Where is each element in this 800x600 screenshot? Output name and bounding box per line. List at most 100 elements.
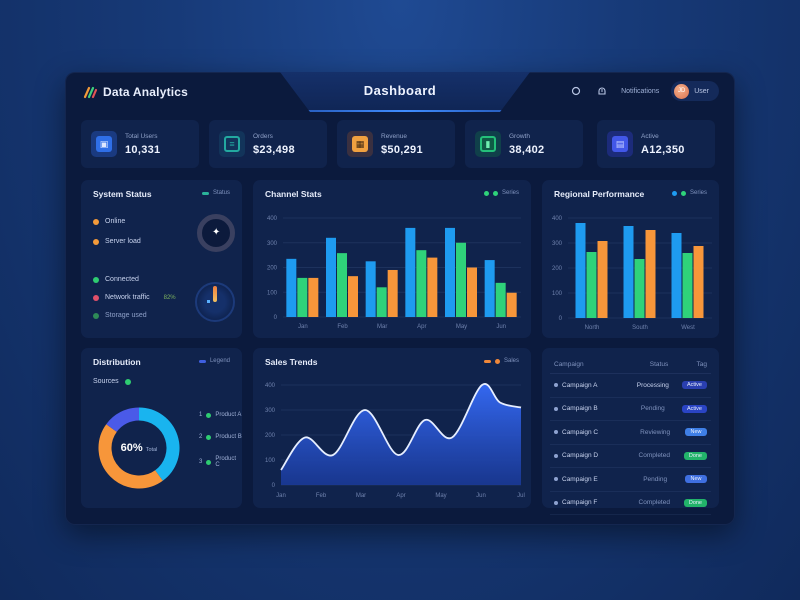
dashboard-icon: ▣ — [91, 131, 117, 157]
bar[interactable] — [416, 250, 427, 317]
x-tick-label: Jan — [276, 493, 286, 499]
status-item[interactable]: Storage used — [93, 312, 147, 319]
bar[interactable] — [506, 292, 517, 317]
user-name: User — [694, 87, 709, 95]
status-panel: System Status Status Online Server load … — [81, 180, 242, 338]
donut-slice[interactable] — [138, 407, 180, 481]
bar[interactable] — [645, 230, 656, 318]
table-row[interactable]: Campaign A Processing Active — [550, 374, 711, 398]
x-tick-label: Apr — [396, 493, 405, 499]
donut-legend-item[interactable]: 3 Product C — [199, 456, 237, 468]
status-badge[interactable]: Done — [683, 498, 707, 507]
bar[interactable] — [495, 282, 506, 317]
x-tick-label: West — [681, 325, 695, 331]
panel-legend: Legend — [198, 358, 230, 364]
kpi-card-orders[interactable]: ≡ Orders $23,498 — [209, 120, 327, 168]
table-row[interactable]: Campaign C Reviewing New — [550, 421, 711, 445]
bar[interactable] — [308, 277, 319, 317]
bar[interactable] — [376, 287, 387, 317]
bar[interactable] — [623, 226, 634, 318]
status-item[interactable]: Connected — [93, 276, 139, 283]
bar[interactable] — [297, 277, 308, 317]
column-header[interactable]: Campaign — [554, 361, 584, 368]
row-bullet-icon — [554, 477, 558, 482]
campaign-tag: New — [685, 475, 711, 484]
bar[interactable] — [427, 257, 438, 317]
campaign-name: Campaign E — [550, 476, 625, 483]
bar[interactable] — [365, 261, 376, 317]
bar[interactable] — [484, 260, 495, 317]
bar[interactable] — [693, 246, 704, 318]
bar[interactable] — [456, 242, 466, 317]
kpi-label: Total Users — [125, 132, 158, 140]
kpi-card-active[interactable]: ▤ Active A12,350 — [597, 120, 715, 168]
bar[interactable] — [445, 227, 455, 317]
status-badge[interactable]: New — [685, 475, 707, 484]
header-actions: Notifications JD User — [569, 81, 719, 101]
chart-icon: ▮ — [475, 131, 501, 157]
area-chart-sales: 0 100 200 300 400 Jan Feb Mar Apr May Jun Jul — [265, 383, 525, 499]
campaign-tag: Done — [683, 451, 711, 460]
bar[interactable] — [597, 241, 608, 318]
donut-legend-item[interactable]: 1 Product A — [199, 412, 242, 418]
donut-slice[interactable] — [98, 424, 163, 489]
status-item[interactable]: Network traffic 82% — [93, 294, 176, 301]
regional-chart-panel: Regional Performance Series 0 100 200 300 40… — [542, 180, 719, 338]
y-tick-label: 300 — [265, 408, 276, 414]
campaign-name: Campaign A — [550, 382, 624, 389]
donut-legend-item[interactable]: 2 Product B — [199, 434, 242, 440]
table-row[interactable]: Campaign E Pending New — [550, 468, 711, 492]
y-tick-label: 0 — [559, 316, 563, 322]
x-tick-label: Mar — [356, 493, 366, 499]
campaign-name: Campaign D — [550, 452, 625, 459]
user-menu[interactable]: JD User — [671, 81, 719, 101]
row-bullet-icon — [554, 500, 558, 505]
bar[interactable] — [405, 227, 416, 317]
header: Data Analytics Dashboard Notifications J… — [65, 72, 735, 112]
status-badge[interactable]: Done — [683, 451, 707, 460]
table-row[interactable]: Campaign D Completed Done — [550, 445, 711, 468]
bar[interactable] — [682, 253, 693, 318]
status-item[interactable]: Server load — [93, 238, 141, 245]
campaign-name: Campaign B — [550, 405, 624, 412]
table-row[interactable]: Campaign B Pending Active — [550, 398, 711, 421]
donut-slice[interactable] — [106, 407, 140, 433]
x-tick-label: Mar — [377, 324, 387, 330]
notifications-link[interactable]: Notifications — [621, 87, 660, 95]
column-header[interactable]: Tag — [696, 361, 707, 368]
status-item[interactable]: Online — [93, 218, 125, 225]
gauge-ring-1 — [197, 214, 235, 252]
kpi-card-growth[interactable]: ▮ Growth 38,402 — [465, 120, 583, 168]
area-line[interactable] — [280, 383, 522, 471]
kpi-card-users[interactable]: ▣ Total Users 10,331 — [81, 120, 199, 168]
panel-legend: Status — [201, 190, 230, 196]
bar[interactable] — [575, 223, 586, 318]
bar[interactable] — [634, 259, 645, 318]
status-badge[interactable]: Active — [682, 381, 707, 390]
campaign-tag: Active — [682, 381, 711, 390]
bar[interactable] — [337, 253, 347, 317]
bar[interactable] — [286, 258, 297, 317]
y-tick-label: 100 — [265, 458, 276, 464]
bell-icon[interactable] — [595, 84, 609, 98]
table-row[interactable]: Campaign F Completed Done — [550, 492, 711, 515]
bar[interactable] — [467, 267, 477, 318]
column-header[interactable]: Status — [649, 361, 669, 368]
bar[interactable] — [326, 237, 336, 317]
sparkle-icon: ✦ — [212, 227, 221, 238]
panel-legend: Sales — [483, 358, 519, 364]
campaign-status: Completed — [638, 499, 670, 507]
campaign-table: Campaign Status Tag Campaign A Processing… — [550, 356, 711, 515]
bar[interactable] — [348, 276, 358, 317]
bar[interactable] — [671, 233, 682, 318]
y-tick-label: 300 — [267, 241, 278, 247]
status-badge[interactable]: Active — [682, 404, 707, 413]
brand[interactable]: Data Analytics — [83, 84, 188, 100]
search-icon[interactable] — [569, 84, 583, 98]
status-dot-icon — [124, 378, 131, 385]
kpi-card-revenue[interactable]: ▦ Revenue $50,291 — [337, 120, 455, 168]
bar[interactable] — [586, 252, 597, 318]
bar[interactable] — [387, 269, 398, 317]
bar-chart-regional: 0 100 200 300 400 North South West — [552, 216, 712, 331]
status-badge[interactable]: New — [685, 428, 707, 437]
